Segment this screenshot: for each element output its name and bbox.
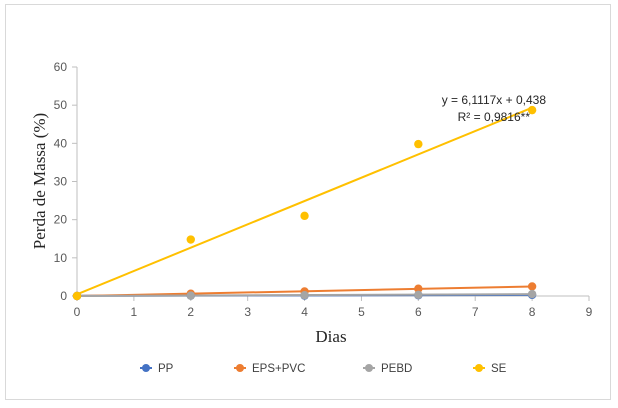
y-tick-label: 60 bbox=[54, 60, 68, 74]
data-point-se bbox=[527, 105, 537, 115]
x-tick-label: 6 bbox=[415, 305, 422, 319]
legend-label-pebd: PEBD bbox=[381, 363, 412, 375]
x-tick-label: 9 bbox=[586, 305, 593, 319]
x-tick-label: 1 bbox=[131, 305, 138, 319]
data-point-se bbox=[414, 139, 423, 149]
y-tick-label: 50 bbox=[54, 98, 68, 112]
x-tick-label: 7 bbox=[472, 305, 479, 319]
x-tick-label: 5 bbox=[358, 305, 365, 319]
legend-label-pp: PP bbox=[158, 363, 174, 375]
x-tick-label: 2 bbox=[187, 305, 194, 319]
y-tick-label: 20 bbox=[54, 213, 68, 227]
y-tick-label: 40 bbox=[54, 136, 68, 150]
data-point-pebd bbox=[527, 289, 537, 299]
y-tick-label: 30 bbox=[54, 175, 68, 189]
legend: PP EPS+PVC PEBD SE bbox=[140, 363, 507, 375]
y-tick-label: 10 bbox=[54, 251, 68, 265]
legend-marker-pebd bbox=[365, 364, 373, 372]
trendline-equation: y = 6,1117x + 0,438 bbox=[442, 93, 547, 107]
data-point-se bbox=[72, 291, 82, 301]
data-point-se bbox=[186, 235, 195, 244]
legend-label-eps-pvc: EPS+PVC bbox=[252, 363, 305, 375]
x-tick-label: 4 bbox=[301, 305, 308, 319]
x-tick-label: 3 bbox=[244, 305, 251, 319]
x-tick-label: 0 bbox=[74, 305, 81, 319]
legend-marker-se bbox=[475, 364, 483, 372]
data-point-eps-pvc bbox=[414, 284, 423, 293]
trendline-r-squared: R² = 0,9816** bbox=[458, 110, 531, 124]
y-axis-title: Perda de Massa (%) bbox=[30, 113, 49, 249]
data-point-pebd bbox=[414, 290, 423, 300]
legend-label-se: SE bbox=[491, 363, 507, 375]
x-tick-label: 8 bbox=[529, 305, 536, 319]
data-point-se bbox=[300, 211, 309, 221]
legend-marker-pp bbox=[142, 364, 150, 372]
data-point-pebd bbox=[186, 291, 195, 300]
chart-frame bbox=[5, 4, 611, 400]
trendline-se bbox=[76, 106, 533, 296]
x-axis-title: Dias bbox=[315, 327, 346, 346]
legend-marker-eps-pvc bbox=[236, 364, 244, 372]
y-tick-label: 0 bbox=[60, 289, 67, 303]
data-point-eps-pvc bbox=[527, 282, 537, 291]
data-point-pebd bbox=[300, 291, 309, 300]
